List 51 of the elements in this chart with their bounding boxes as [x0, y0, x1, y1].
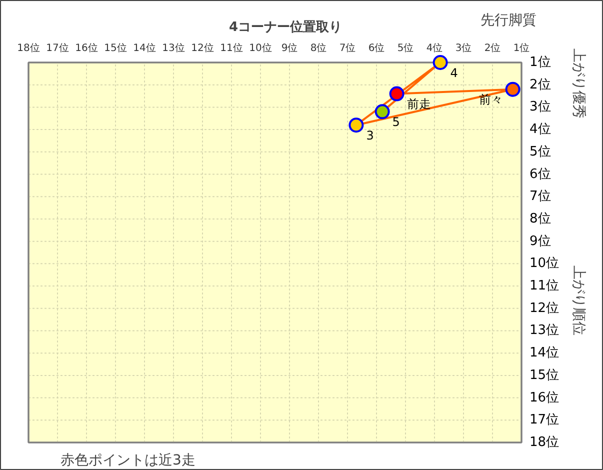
y-tick-label: 16位: [530, 390, 560, 406]
y-tick-label: 11位: [530, 278, 560, 294]
y-tick-label: 14位: [530, 346, 560, 361]
series-label: 4: [450, 66, 458, 80]
point: [432, 55, 448, 70]
x-tick-label: 15位: [104, 42, 127, 54]
text: 上がり優秀: [570, 48, 586, 118]
y-tick-label: 1位: [530, 55, 551, 70]
x-tick-label: 13位: [162, 42, 185, 54]
y-axis-title: 上がり順位: [570, 266, 586, 336]
x-tick-label: 8位: [310, 42, 327, 54]
y-tick-label: 10位: [530, 256, 560, 272]
x-tick-label: 5位: [397, 42, 414, 54]
x-tick-label: 11位: [220, 42, 243, 54]
y-tick-label: 7位: [530, 189, 551, 204]
x-tick-label: 7位: [339, 42, 356, 54]
x-tick-label: 2位: [484, 42, 501, 54]
x-tick-label: 4位: [426, 42, 443, 54]
series-label: 前々: [478, 92, 503, 106]
x-tick-label: 14位: [133, 42, 156, 54]
y-tick-label: 6位: [530, 166, 551, 182]
series-label: 3: [366, 128, 374, 143]
series-label: 前走: [406, 96, 431, 111]
y-tick-label: 9位: [530, 234, 551, 249]
y-tick-label: 5位: [530, 144, 551, 160]
y-tick-label: 18位: [530, 435, 560, 450]
x-tick-label: 9位: [281, 42, 298, 54]
point: [389, 86, 404, 102]
y-tick-label: 2位: [530, 77, 551, 92]
point: [374, 104, 390, 120]
chart-title: 4コーナー位置取り: [228, 20, 342, 35]
point: [505, 82, 520, 97]
x-tick-label: 18位: [17, 42, 40, 54]
text: 先行脚質: [480, 12, 536, 28]
x-tick-label: 12位: [191, 42, 214, 54]
series-label: 5: [392, 115, 400, 130]
x-tick-label: 10位: [249, 42, 272, 54]
y-tick-label: 8位: [530, 211, 551, 226]
text: 赤色ポイントは近3走: [60, 452, 196, 468]
x-tick-label: 16位: [75, 42, 98, 54]
y-tick-label: 12位: [530, 300, 560, 316]
y-tick-label: 17位: [530, 412, 560, 428]
y-tick-label: 13位: [530, 323, 560, 338]
x-tick-label: 3位: [455, 42, 472, 54]
y-tick-label: 15位: [530, 368, 560, 383]
point: [348, 118, 364, 133]
x-tick-label: 1位: [513, 42, 530, 54]
y-tick-label: 4位: [530, 122, 551, 138]
y-tick-label: 3位: [530, 100, 551, 115]
x-tick-label: 6位: [368, 42, 385, 54]
x-tick-label: 17位: [46, 42, 69, 54]
